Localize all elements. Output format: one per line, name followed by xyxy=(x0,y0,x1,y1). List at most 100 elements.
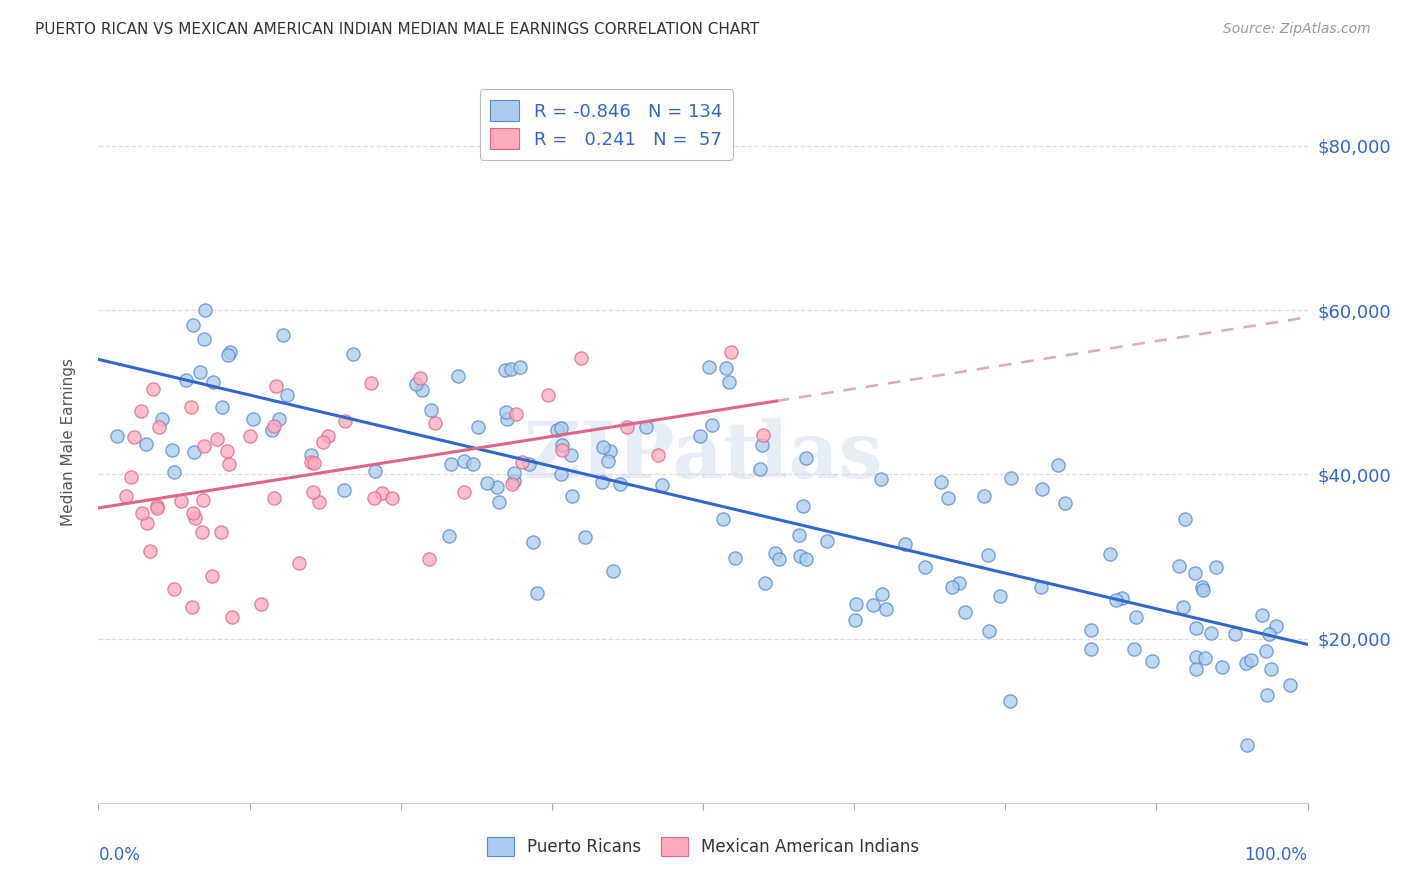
Point xyxy=(550,467,572,481)
Point xyxy=(1122,642,1144,657)
Point xyxy=(503,467,526,481)
Point xyxy=(211,400,233,414)
Point xyxy=(335,414,357,428)
Point xyxy=(787,528,810,542)
Point xyxy=(342,347,364,361)
Point xyxy=(360,376,382,390)
Point xyxy=(1046,458,1069,472)
Text: PUERTO RICAN VS MEXICAN AMERICAN INDIAN MEDIAN MALE EARNINGS CORRELATION CHART: PUERTO RICAN VS MEXICAN AMERICAN INDIAN … xyxy=(35,22,759,37)
Point xyxy=(546,423,568,437)
Point xyxy=(418,552,440,566)
Point xyxy=(263,491,285,506)
Point xyxy=(1140,655,1163,669)
Point xyxy=(120,470,142,484)
Point xyxy=(1104,592,1126,607)
Point xyxy=(711,511,734,525)
Point xyxy=(560,448,582,462)
Point xyxy=(616,420,638,434)
Point xyxy=(592,440,614,454)
Point xyxy=(288,556,311,570)
Point xyxy=(160,442,183,457)
Point xyxy=(872,587,894,601)
Point xyxy=(1080,642,1102,657)
Point xyxy=(467,419,489,434)
Point xyxy=(517,457,540,471)
Point xyxy=(495,405,517,419)
Point xyxy=(207,432,229,446)
Point xyxy=(976,549,998,563)
Point xyxy=(115,489,138,503)
Point xyxy=(697,360,720,375)
Text: ZIPatlas: ZIPatlas xyxy=(523,418,883,494)
Point xyxy=(371,486,394,500)
Point xyxy=(124,430,146,444)
Point xyxy=(1239,653,1261,667)
Text: Source: ZipAtlas.com: Source: ZipAtlas.com xyxy=(1223,22,1371,37)
Point xyxy=(453,484,475,499)
Point xyxy=(150,412,173,426)
Point xyxy=(201,569,224,583)
Point xyxy=(1184,566,1206,580)
Point xyxy=(184,510,207,524)
Point xyxy=(264,379,287,393)
Point xyxy=(188,365,211,379)
Point xyxy=(526,586,548,600)
Point xyxy=(486,480,509,494)
Point xyxy=(146,500,169,515)
Point xyxy=(148,420,170,434)
Point xyxy=(988,589,1011,603)
Point xyxy=(574,530,596,544)
Point xyxy=(875,602,897,616)
Point xyxy=(647,448,669,462)
Point xyxy=(475,475,498,490)
Point xyxy=(591,475,613,490)
Point xyxy=(180,400,202,414)
Point xyxy=(796,450,818,465)
Point xyxy=(299,455,322,469)
Point xyxy=(221,610,243,624)
Point xyxy=(423,416,446,430)
Point xyxy=(136,516,159,531)
Point xyxy=(1194,651,1216,665)
Point xyxy=(405,377,427,392)
Point xyxy=(602,565,624,579)
Point xyxy=(193,439,215,453)
Point xyxy=(537,388,560,402)
Point xyxy=(440,457,463,471)
Point xyxy=(1098,547,1121,561)
Point xyxy=(271,328,294,343)
Point xyxy=(142,382,165,396)
Point xyxy=(146,499,169,513)
Point xyxy=(363,491,385,505)
Point xyxy=(941,580,963,594)
Point xyxy=(183,444,205,458)
Point xyxy=(1256,688,1278,702)
Point xyxy=(190,524,212,539)
Point xyxy=(239,428,262,442)
Point xyxy=(789,549,811,563)
Point xyxy=(571,351,593,366)
Point xyxy=(501,477,523,491)
Point xyxy=(312,435,335,450)
Point xyxy=(194,302,217,317)
Point xyxy=(844,614,866,628)
Point xyxy=(1192,582,1215,597)
Point xyxy=(488,495,510,509)
Point xyxy=(936,491,959,505)
Point xyxy=(1171,600,1194,615)
Point xyxy=(510,455,533,469)
Point xyxy=(1257,626,1279,640)
Point xyxy=(522,535,544,549)
Point xyxy=(217,444,239,458)
Point xyxy=(551,443,574,458)
Point xyxy=(599,444,621,458)
Point xyxy=(1111,591,1133,605)
Point xyxy=(276,387,298,401)
Point xyxy=(409,371,432,385)
Point xyxy=(202,375,225,389)
Point xyxy=(929,475,952,490)
Point xyxy=(503,474,526,488)
Point xyxy=(1251,608,1274,623)
Point xyxy=(170,494,193,508)
Point xyxy=(1185,621,1208,635)
